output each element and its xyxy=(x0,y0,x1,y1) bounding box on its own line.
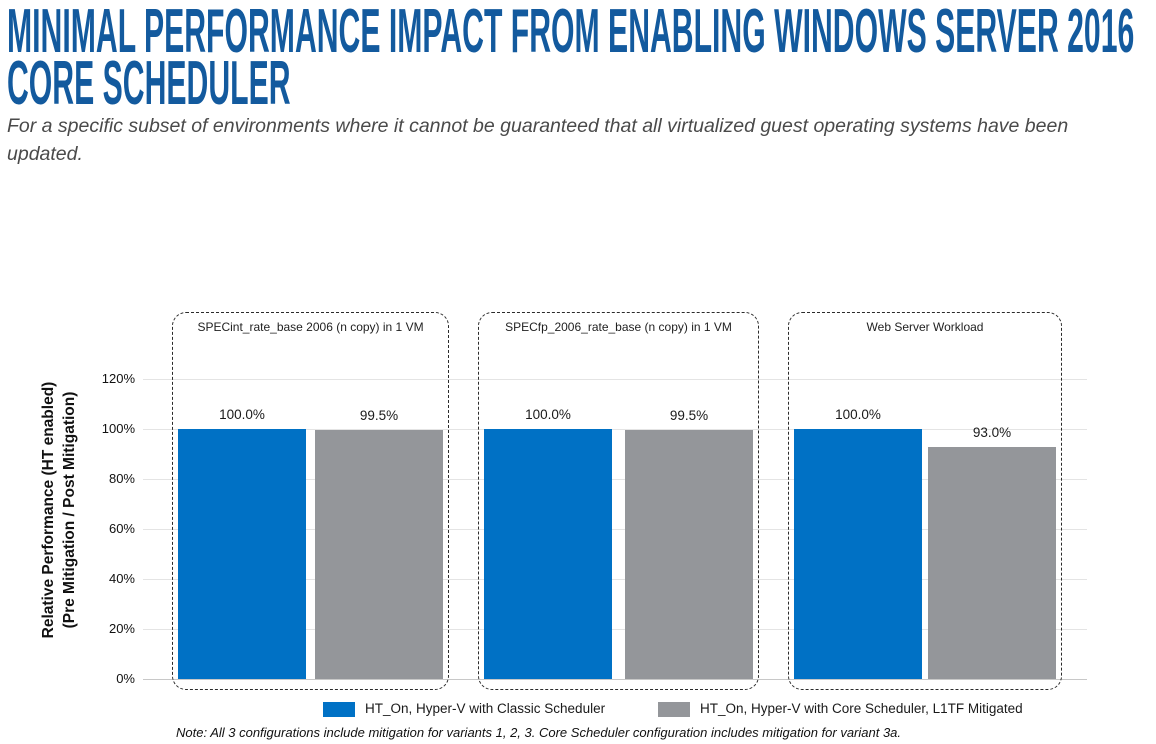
y-tick-label: 100% xyxy=(101,421,135,436)
panel-3 xyxy=(788,312,1062,690)
page-title-line-2: CORE SCHEDULER xyxy=(7,49,291,118)
bar-value-label: 100.0% xyxy=(835,407,881,422)
legend-swatch-classic xyxy=(323,702,355,717)
gridline-60% xyxy=(143,529,1087,530)
bar-value-label: 93.0% xyxy=(972,424,1012,440)
footnote: Note: All 3 configurations include mitig… xyxy=(176,725,902,740)
y-tick-label: 60% xyxy=(108,521,135,536)
panel-title-3: Web Server Workload xyxy=(866,320,984,334)
page-title-line-1: MINIMAL PERFORMANCE IMPACT FROM ENABLING… xyxy=(7,0,1135,66)
panel-2 xyxy=(478,312,759,690)
page-title: MINIMAL PERFORMANCE IMPACT FROM ENABLING… xyxy=(7,0,1156,118)
bar-value-label: 99.5% xyxy=(669,408,709,424)
gridline-0% xyxy=(143,679,1087,680)
gridline-40% xyxy=(143,579,1087,580)
y-tick-label: 40% xyxy=(108,571,135,586)
bar-core-scheduler xyxy=(315,430,443,679)
panel-1 xyxy=(172,312,449,690)
bar-value-label: 100.0% xyxy=(219,407,265,422)
y-tick-label: 120% xyxy=(101,371,135,386)
gridline-100% xyxy=(143,429,1087,430)
y-tick-label: 0% xyxy=(116,671,135,686)
panel-title-2: SPECfp_2006_rate_base (n copy) in 1 VM xyxy=(505,320,732,334)
bar-value-label: 100.0% xyxy=(525,407,571,422)
gridline-20% xyxy=(143,629,1087,630)
bar-classic-scheduler xyxy=(178,429,306,679)
bar-classic-scheduler xyxy=(794,429,922,679)
legend-swatch-core xyxy=(658,702,690,717)
bar-core-scheduler xyxy=(928,446,1056,679)
page-subtitle: For a specific subset of environments wh… xyxy=(7,115,1069,165)
gridline-80% xyxy=(143,479,1087,480)
bar-classic-scheduler xyxy=(484,429,612,679)
legend-label-classic: HT_On, Hyper-V with Classic Scheduler xyxy=(365,701,606,716)
bar-core-scheduler xyxy=(625,430,753,679)
legend-label-core: HT_On, Hyper-V with Core Scheduler, L1TF… xyxy=(700,701,1023,716)
y-tick-label: 20% xyxy=(108,621,135,636)
bar-value-label: 99.5% xyxy=(359,408,399,424)
gridline-120% xyxy=(143,379,1087,380)
y-tick-label: 80% xyxy=(108,471,135,486)
panel-title-1: SPECint_rate_base 2006 (n copy) in 1 VM xyxy=(197,320,424,334)
